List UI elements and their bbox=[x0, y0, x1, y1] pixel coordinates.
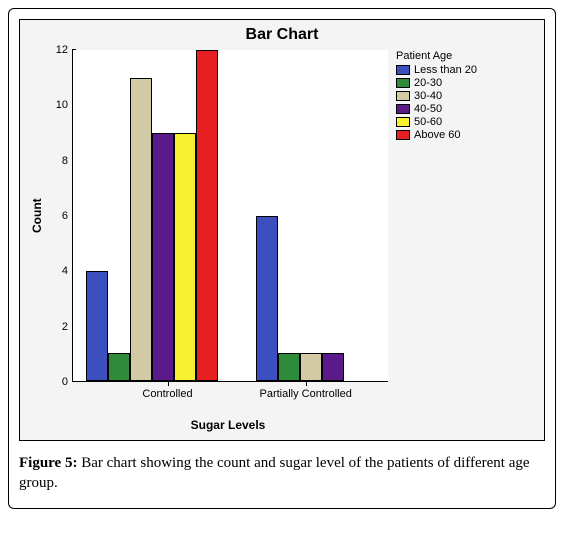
legend-swatch bbox=[396, 65, 410, 75]
plot-area bbox=[72, 50, 388, 382]
bar bbox=[152, 133, 174, 381]
legend-item: Above 60 bbox=[396, 129, 477, 141]
bar-group bbox=[86, 50, 218, 381]
legend: Patient Age Less than 2020-3030-4040-505… bbox=[396, 50, 477, 432]
bar bbox=[256, 216, 278, 382]
bar bbox=[196, 50, 218, 381]
y-tick-label: 10 bbox=[46, 99, 68, 111]
y-axis: 024681012 bbox=[46, 50, 72, 382]
x-tick-label: Partially Controlled bbox=[260, 388, 352, 400]
chart-title: Bar Chart bbox=[20, 20, 544, 46]
bar bbox=[278, 353, 300, 381]
legend-item: 20-30 bbox=[396, 77, 477, 89]
y-tick-label: 12 bbox=[46, 44, 68, 56]
legend-item: 30-40 bbox=[396, 90, 477, 102]
legend-swatch bbox=[396, 91, 410, 101]
bar-group bbox=[256, 50, 344, 381]
y-tick-label: 2 bbox=[46, 321, 68, 333]
legend-swatch bbox=[396, 130, 410, 140]
legend-label: Less than 20 bbox=[414, 64, 477, 76]
x-axis: Controlled Partially Controlled bbox=[54, 382, 388, 416]
figure-frame: Bar Chart Count 0 2 4 6 8 10 12 Controlled Part… bbox=[8, 8, 556, 509]
legend-swatch bbox=[396, 104, 410, 114]
y-tick-label: 0 bbox=[46, 376, 68, 388]
legend-label: 20-30 bbox=[414, 77, 442, 89]
legend-label: 40-50 bbox=[414, 103, 442, 115]
y-tick-label: 6 bbox=[46, 210, 68, 222]
x-tick-mark bbox=[168, 382, 169, 386]
legend-label: Above 60 bbox=[414, 129, 460, 141]
x-axis-inner: Controlled Partially Controlled bbox=[94, 382, 388, 416]
bar bbox=[300, 353, 322, 381]
legend-item: Less than 20 bbox=[396, 64, 477, 76]
bar bbox=[86, 271, 108, 381]
y-tick-label: 4 bbox=[46, 265, 68, 277]
y-axis-label: Count bbox=[28, 50, 46, 382]
legend-swatch bbox=[396, 78, 410, 88]
legend-label: 30-40 bbox=[414, 90, 442, 102]
caption-text: Bar chart showing the count and sugar le… bbox=[19, 455, 530, 491]
plot-row: Count 024681012 bbox=[28, 50, 388, 382]
legend-item: 50-60 bbox=[396, 116, 477, 128]
x-tick-label: Controlled bbox=[142, 388, 192, 400]
legend-title: Patient Age bbox=[396, 50, 477, 62]
x-axis-label: Sugar Levels bbox=[68, 418, 388, 432]
bar bbox=[174, 133, 196, 381]
caption-label: Figure 5: bbox=[19, 455, 77, 471]
bar bbox=[130, 78, 152, 381]
chart-card: Bar Chart Count 0 2 4 6 8 10 12 Controlled Part… bbox=[19, 19, 545, 441]
y-tick-label: 8 bbox=[46, 155, 68, 167]
plot-wrap: Count 024681012 ControlledPartially Cont… bbox=[28, 50, 388, 432]
legend-item: 40-50 bbox=[396, 103, 477, 115]
figure-caption: Figure 5: Bar chart showing the count an… bbox=[19, 453, 545, 494]
legend-swatch bbox=[396, 117, 410, 127]
bar bbox=[108, 353, 130, 381]
legend-label: 50-60 bbox=[414, 116, 442, 128]
x-tick-mark bbox=[306, 382, 307, 386]
chart-body: Count 0 2 4 6 8 10 12 Controlled Partially Cont… bbox=[20, 46, 544, 440]
bar bbox=[322, 353, 344, 381]
